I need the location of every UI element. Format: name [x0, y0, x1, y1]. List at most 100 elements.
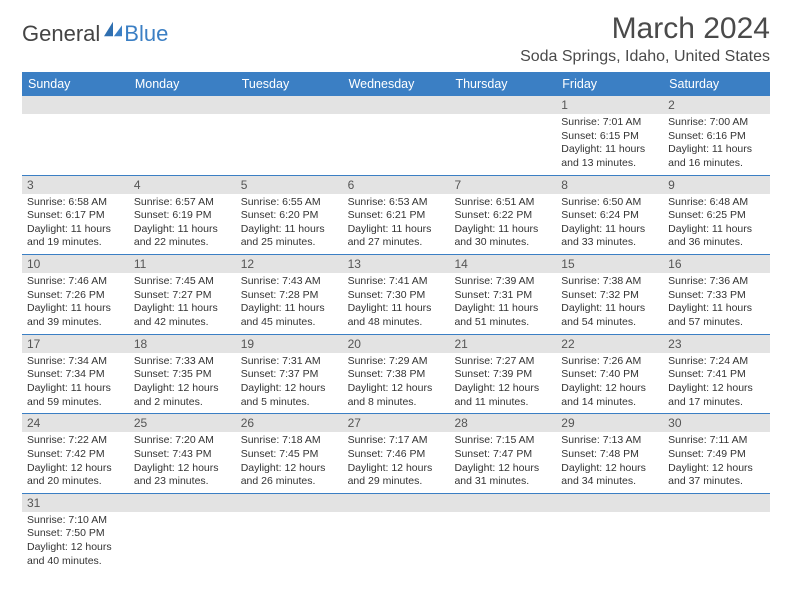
day-number: 4 [129, 176, 236, 194]
day-number: 15 [556, 255, 663, 273]
calendar-cell-empty [343, 494, 450, 573]
calendar-cell: 15Sunrise: 7:38 AMSunset: 7:32 PMDayligh… [556, 255, 663, 334]
calendar-cell: 10Sunrise: 7:46 AMSunset: 7:26 PMDayligh… [22, 255, 129, 334]
weekday-label: Tuesday [236, 72, 343, 96]
sunrise-text: Sunrise: 7:13 AM [561, 434, 658, 448]
sunset-text: Sunset: 7:42 PM [27, 448, 124, 462]
day-number [343, 494, 450, 512]
day-number: 18 [129, 335, 236, 353]
sunset-text: Sunset: 7:41 PM [668, 368, 765, 382]
day-details: Sunrise: 7:38 AMSunset: 7:32 PMDaylight:… [556, 273, 663, 334]
weekday-label: Saturday [663, 72, 770, 96]
daylight-text: Daylight: 11 hours and 45 minutes. [241, 302, 338, 329]
sunrise-text: Sunrise: 6:57 AM [134, 196, 231, 210]
day-number: 30 [663, 414, 770, 432]
day-number: 20 [343, 335, 450, 353]
sunrise-text: Sunrise: 7:11 AM [668, 434, 765, 448]
sunset-text: Sunset: 7:35 PM [134, 368, 231, 382]
day-number: 9 [663, 176, 770, 194]
day-details: Sunrise: 7:11 AMSunset: 7:49 PMDaylight:… [663, 432, 770, 493]
calendar-cell: 9Sunrise: 6:48 AMSunset: 6:25 PMDaylight… [663, 176, 770, 255]
sunrise-text: Sunrise: 7:00 AM [668, 116, 765, 130]
day-details: Sunrise: 7:17 AMSunset: 7:46 PMDaylight:… [343, 432, 450, 493]
sunset-text: Sunset: 6:22 PM [454, 209, 551, 223]
calendar-week: 31Sunrise: 7:10 AMSunset: 7:50 PMDayligh… [22, 494, 770, 573]
calendar-cell-empty [236, 494, 343, 573]
calendar-cell: 11Sunrise: 7:45 AMSunset: 7:27 PMDayligh… [129, 255, 236, 334]
calendar-week: 1Sunrise: 7:01 AMSunset: 6:15 PMDaylight… [22, 96, 770, 176]
sunrise-text: Sunrise: 7:24 AM [668, 355, 765, 369]
day-number: 26 [236, 414, 343, 432]
day-details: Sunrise: 6:50 AMSunset: 6:24 PMDaylight:… [556, 194, 663, 255]
daylight-text: Daylight: 11 hours and 54 minutes. [561, 302, 658, 329]
daylight-text: Daylight: 11 hours and 30 minutes. [454, 223, 551, 250]
calendar-cell-empty [449, 96, 556, 175]
sunrise-text: Sunrise: 7:39 AM [454, 275, 551, 289]
day-number: 3 [22, 176, 129, 194]
header: General Blue March 2024 Soda Springs, Id… [22, 12, 770, 66]
day-number: 11 [129, 255, 236, 273]
weekday-label: Monday [129, 72, 236, 96]
sunrise-text: Sunrise: 6:55 AM [241, 196, 338, 210]
sunrise-text: Sunrise: 7:41 AM [348, 275, 445, 289]
sunrise-text: Sunrise: 6:58 AM [27, 196, 124, 210]
sunset-text: Sunset: 6:16 PM [668, 130, 765, 144]
daylight-text: Daylight: 11 hours and 25 minutes. [241, 223, 338, 250]
day-number: 31 [22, 494, 129, 512]
calendar-cell: 29Sunrise: 7:13 AMSunset: 7:48 PMDayligh… [556, 414, 663, 493]
calendar-cell: 17Sunrise: 7:34 AMSunset: 7:34 PMDayligh… [22, 335, 129, 414]
sunrise-text: Sunrise: 7:46 AM [27, 275, 124, 289]
sunrise-text: Sunrise: 7:34 AM [27, 355, 124, 369]
day-number: 28 [449, 414, 556, 432]
sunset-text: Sunset: 7:33 PM [668, 289, 765, 303]
day-number: 13 [343, 255, 450, 273]
calendar-cell: 1Sunrise: 7:01 AMSunset: 6:15 PMDaylight… [556, 96, 663, 175]
sunrise-text: Sunrise: 6:50 AM [561, 196, 658, 210]
sunset-text: Sunset: 6:21 PM [348, 209, 445, 223]
daylight-text: Daylight: 11 hours and 51 minutes. [454, 302, 551, 329]
daylight-text: Daylight: 12 hours and 34 minutes. [561, 462, 658, 489]
sunset-text: Sunset: 6:15 PM [561, 130, 658, 144]
day-number: 12 [236, 255, 343, 273]
sunset-text: Sunset: 7:39 PM [454, 368, 551, 382]
day-number: 16 [663, 255, 770, 273]
day-number: 14 [449, 255, 556, 273]
daylight-text: Daylight: 12 hours and 37 minutes. [668, 462, 765, 489]
day-details: Sunrise: 7:45 AMSunset: 7:27 PMDaylight:… [129, 273, 236, 334]
day-details: Sunrise: 7:33 AMSunset: 7:35 PMDaylight:… [129, 353, 236, 414]
daylight-text: Daylight: 12 hours and 14 minutes. [561, 382, 658, 409]
sunset-text: Sunset: 7:32 PM [561, 289, 658, 303]
calendar-cell: 5Sunrise: 6:55 AMSunset: 6:20 PMDaylight… [236, 176, 343, 255]
calendar-cell: 19Sunrise: 7:31 AMSunset: 7:37 PMDayligh… [236, 335, 343, 414]
day-number: 7 [449, 176, 556, 194]
daylight-text: Daylight: 12 hours and 23 minutes. [134, 462, 231, 489]
day-details: Sunrise: 6:57 AMSunset: 6:19 PMDaylight:… [129, 194, 236, 255]
day-details: Sunrise: 7:46 AMSunset: 7:26 PMDaylight:… [22, 273, 129, 334]
sunrise-text: Sunrise: 7:26 AM [561, 355, 658, 369]
sunset-text: Sunset: 7:50 PM [27, 527, 124, 541]
day-details: Sunrise: 6:51 AMSunset: 6:22 PMDaylight:… [449, 194, 556, 255]
day-number [236, 494, 343, 512]
day-number: 19 [236, 335, 343, 353]
daylight-text: Daylight: 11 hours and 39 minutes. [27, 302, 124, 329]
day-number: 1 [556, 96, 663, 114]
calendar-cell-empty [343, 96, 450, 175]
daylight-text: Daylight: 11 hours and 36 minutes. [668, 223, 765, 250]
day-details: Sunrise: 7:22 AMSunset: 7:42 PMDaylight:… [22, 432, 129, 493]
day-number: 25 [129, 414, 236, 432]
sunset-text: Sunset: 7:37 PM [241, 368, 338, 382]
day-details: Sunrise: 7:20 AMSunset: 7:43 PMDaylight:… [129, 432, 236, 493]
day-number: 17 [22, 335, 129, 353]
calendar-cell: 6Sunrise: 6:53 AMSunset: 6:21 PMDaylight… [343, 176, 450, 255]
daylight-text: Daylight: 12 hours and 17 minutes. [668, 382, 765, 409]
daylight-text: Daylight: 11 hours and 19 minutes. [27, 223, 124, 250]
sunset-text: Sunset: 6:19 PM [134, 209, 231, 223]
calendar-cell: 27Sunrise: 7:17 AMSunset: 7:46 PMDayligh… [343, 414, 450, 493]
day-details: Sunrise: 7:24 AMSunset: 7:41 PMDaylight:… [663, 353, 770, 414]
daylight-text: Daylight: 11 hours and 42 minutes. [134, 302, 231, 329]
day-details: Sunrise: 7:27 AMSunset: 7:39 PMDaylight:… [449, 353, 556, 414]
day-number [22, 96, 129, 114]
sunrise-text: Sunrise: 7:31 AM [241, 355, 338, 369]
sunrise-text: Sunrise: 7:33 AM [134, 355, 231, 369]
daylight-text: Daylight: 11 hours and 33 minutes. [561, 223, 658, 250]
